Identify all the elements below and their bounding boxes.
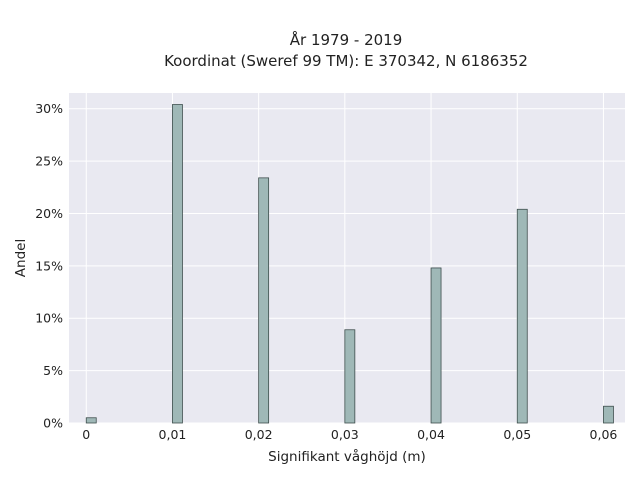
bar-0 [85, 417, 97, 424]
y-tick-label: 20% [35, 206, 63, 221]
x-tick-label: 0,04 [417, 427, 445, 442]
x-tick-label: 0 [82, 427, 90, 442]
chart-title-line-1: År 1979 - 2019 [290, 30, 403, 49]
y-tick-label: 30% [35, 101, 63, 116]
y-tick-label: 0% [43, 416, 63, 431]
bar-0,03 [344, 329, 356, 424]
y-tick-label: 5% [43, 363, 63, 378]
y-axis-label: Andel [13, 239, 29, 277]
x-tick-labels: 0 0,01 0,02 0,03 0,04 0,05 0,06 [82, 427, 617, 442]
chart-title-line-2: Koordinat (Sweref 99 TM): E 370342, N 61… [164, 52, 528, 70]
x-tick-label: 0,06 [590, 427, 618, 442]
x-tick-label: 0,05 [503, 427, 531, 442]
bars [85, 104, 614, 424]
bar-0,06 [603, 405, 614, 424]
bar-0,02 [258, 177, 270, 424]
bar-0,01 [172, 104, 183, 424]
y-tick-label: 10% [35, 311, 63, 326]
bar-0,04 [430, 267, 442, 424]
x-axis-label: Signifikant våghöjd (m) [268, 448, 426, 465]
x-tick-label: 0,01 [159, 427, 187, 442]
bar-0,05 [516, 208, 528, 424]
x-tick-label: 0,02 [245, 427, 273, 442]
y-tick-label: 15% [35, 258, 63, 273]
y-tick-label: 25% [35, 154, 63, 169]
x-tick-label: 0,03 [331, 427, 359, 442]
y-tick-labels: 0% 5% 10% 15% 20% 25% 30% [35, 101, 63, 430]
